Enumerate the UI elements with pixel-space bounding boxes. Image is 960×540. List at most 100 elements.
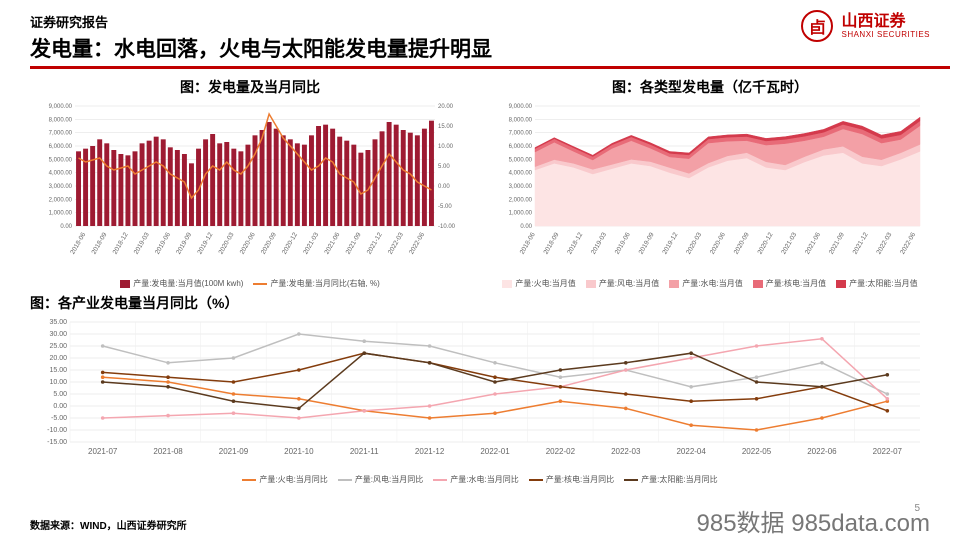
svg-text:2022-01: 2022-01 — [480, 447, 510, 456]
svg-text:2022-06: 2022-06 — [899, 231, 917, 255]
svg-text:2019-06: 2019-06 — [154, 231, 172, 255]
svg-text:25.00: 25.00 — [49, 343, 67, 350]
svg-text:4,000.00: 4,000.00 — [49, 171, 73, 177]
svg-text:2021-12: 2021-12 — [852, 231, 870, 255]
data-source: 数据来源：WIND，山西证券研究所 — [30, 517, 187, 532]
svg-text:2021-12: 2021-12 — [415, 447, 445, 456]
chart3: -15.00-10.00-5.000.005.0010.0015.0020.00… — [30, 317, 930, 467]
svg-text:-15.00: -15.00 — [47, 439, 67, 446]
svg-text:6,000.00: 6,000.00 — [509, 144, 533, 150]
svg-text:2018-06: 2018-06 — [69, 231, 87, 255]
svg-text:20.00: 20.00 — [438, 104, 454, 110]
title-underline — [30, 66, 950, 69]
svg-text:1,000.00: 1,000.00 — [509, 211, 533, 217]
svg-text:9,000.00: 9,000.00 — [49, 104, 73, 110]
svg-text:2021-03: 2021-03 — [302, 231, 320, 255]
chart2-title: 图：各类型发电量（亿千瓦时） — [490, 77, 930, 97]
svg-text:2018-09: 2018-09 — [91, 231, 109, 255]
svg-text:2,000.00: 2,000.00 — [49, 197, 73, 203]
svg-text:2020-03: 2020-03 — [218, 231, 236, 255]
svg-text:2021-09: 2021-09 — [345, 231, 363, 255]
svg-text:2018-12: 2018-12 — [112, 231, 130, 255]
svg-text:2022-06: 2022-06 — [807, 447, 837, 456]
svg-text:2019-03: 2019-03 — [590, 231, 608, 255]
svg-text:2022-03: 2022-03 — [875, 231, 893, 255]
svg-text:5,000.00: 5,000.00 — [509, 157, 533, 163]
svg-text:2022-03: 2022-03 — [611, 447, 641, 456]
svg-text:10.00: 10.00 — [49, 379, 67, 386]
svg-text:2021-10: 2021-10 — [284, 447, 314, 456]
chart1: 0.00 1,000.00 2,000.00 3,000.00 4,000.00 5,00… — [30, 101, 470, 271]
svg-text:15.00: 15.00 — [438, 124, 454, 130]
logo-subtext: SHANXI SECURITIES — [841, 30, 930, 39]
svg-text:2018-12: 2018-12 — [566, 231, 584, 255]
svg-text:2021-12: 2021-12 — [366, 231, 384, 255]
svg-text:2021-11: 2021-11 — [350, 447, 379, 456]
chart3-title: 图：各产业发电量当月同比（%） — [30, 293, 930, 313]
svg-text:3,000.00: 3,000.00 — [49, 184, 73, 190]
watermark: 985数据 985data.com — [697, 503, 930, 538]
svg-text:4,000.00: 4,000.00 — [509, 171, 533, 177]
svg-text:2022-02: 2022-02 — [546, 447, 576, 456]
svg-text:2020-06: 2020-06 — [239, 231, 257, 255]
svg-text:2021-08: 2021-08 — [153, 447, 183, 456]
chart1-legend: 产量:发电量:当月值(100M kwh) 产量:发电量:当月同比(右轴, %) — [30, 278, 470, 289]
logo-icon: 卣 — [801, 10, 833, 42]
svg-text:1,000.00: 1,000.00 — [49, 211, 73, 217]
chart1-title: 图：发电量及当月同比 — [30, 77, 470, 97]
svg-text:2019-09: 2019-09 — [638, 231, 656, 255]
svg-text:8,000.00: 8,000.00 — [509, 117, 533, 123]
svg-text:2019-12: 2019-12 — [661, 231, 679, 255]
svg-text:2021-06: 2021-06 — [323, 231, 341, 255]
svg-text:30.00: 30.00 — [49, 331, 67, 338]
svg-text:2022-06: 2022-06 — [408, 231, 426, 255]
svg-text:2020-06: 2020-06 — [709, 231, 727, 255]
chart2-legend: 产量:火电:当月值产量:风电:当月值产量:水电:当月值产量:核电:当月值产量:太… — [490, 278, 930, 289]
chart2: 0.00 1,000.00 2,000.00 3,000.00 4,000.00 5,00… — [490, 101, 930, 271]
svg-text:2021-07: 2021-07 — [88, 447, 118, 456]
svg-text:2022-05: 2022-05 — [742, 447, 772, 456]
svg-text:2,000.00: 2,000.00 — [509, 197, 533, 203]
chart3-legend: 产量:火电:当月同比产量:风电:当月同比产量:水电:当月同比产量:核电:当月同比… — [30, 474, 930, 485]
svg-text:5.00: 5.00 — [438, 164, 450, 170]
svg-text:2019-03: 2019-03 — [133, 231, 151, 255]
report-label: 证券研究报告 — [30, 12, 930, 31]
svg-text:2020-12: 2020-12 — [757, 231, 775, 255]
svg-text:8,000.00: 8,000.00 — [49, 117, 73, 123]
svg-text:2020-09: 2020-09 — [733, 231, 751, 255]
svg-text:15.00: 15.00 — [49, 367, 67, 374]
svg-text:2019-09: 2019-09 — [175, 231, 193, 255]
svg-text:2021-06: 2021-06 — [804, 231, 822, 255]
logo: 卣 山西证券 SHANXI SECURITIES — [801, 10, 930, 42]
svg-text:7,000.00: 7,000.00 — [49, 131, 73, 137]
svg-text:2018-06: 2018-06 — [519, 231, 537, 255]
svg-text:-10.00: -10.00 — [438, 224, 456, 230]
svg-text:2021-03: 2021-03 — [780, 231, 798, 255]
svg-text:2022-03: 2022-03 — [387, 231, 405, 255]
svg-text:2021-09: 2021-09 — [219, 447, 249, 456]
logo-text: 山西证券 — [841, 14, 930, 30]
svg-text:20.00: 20.00 — [49, 355, 67, 362]
svg-text:5,000.00: 5,000.00 — [49, 157, 73, 163]
svg-text:-5.00: -5.00 — [438, 204, 452, 210]
svg-text:0.00: 0.00 — [60, 224, 72, 230]
svg-text:2020-03: 2020-03 — [685, 231, 703, 255]
svg-text:-5.00: -5.00 — [51, 415, 67, 422]
svg-text:0.00: 0.00 — [520, 224, 532, 230]
svg-text:2021-09: 2021-09 — [828, 231, 846, 255]
svg-text:7,000.00: 7,000.00 — [509, 131, 533, 137]
svg-text:9,000.00: 9,000.00 — [509, 104, 533, 110]
svg-text:2019-12: 2019-12 — [196, 231, 214, 255]
svg-text:5.00: 5.00 — [53, 391, 67, 398]
page-title: 发电量：水电回落，火电与太阳能发电量提升明显 — [30, 33, 492, 63]
svg-text:2018-09: 2018-09 — [543, 231, 561, 255]
svg-text:2020-09: 2020-09 — [260, 231, 278, 255]
svg-text:2022-07: 2022-07 — [873, 447, 903, 456]
svg-text:0.00: 0.00 — [53, 403, 67, 410]
svg-text:2022-04: 2022-04 — [676, 447, 706, 456]
svg-text:6,000.00: 6,000.00 — [49, 144, 73, 150]
svg-text:3,000.00: 3,000.00 — [509, 184, 533, 190]
svg-text:35.00: 35.00 — [49, 319, 67, 326]
svg-text:2019-06: 2019-06 — [614, 231, 632, 255]
svg-text:2020-12: 2020-12 — [281, 231, 299, 255]
